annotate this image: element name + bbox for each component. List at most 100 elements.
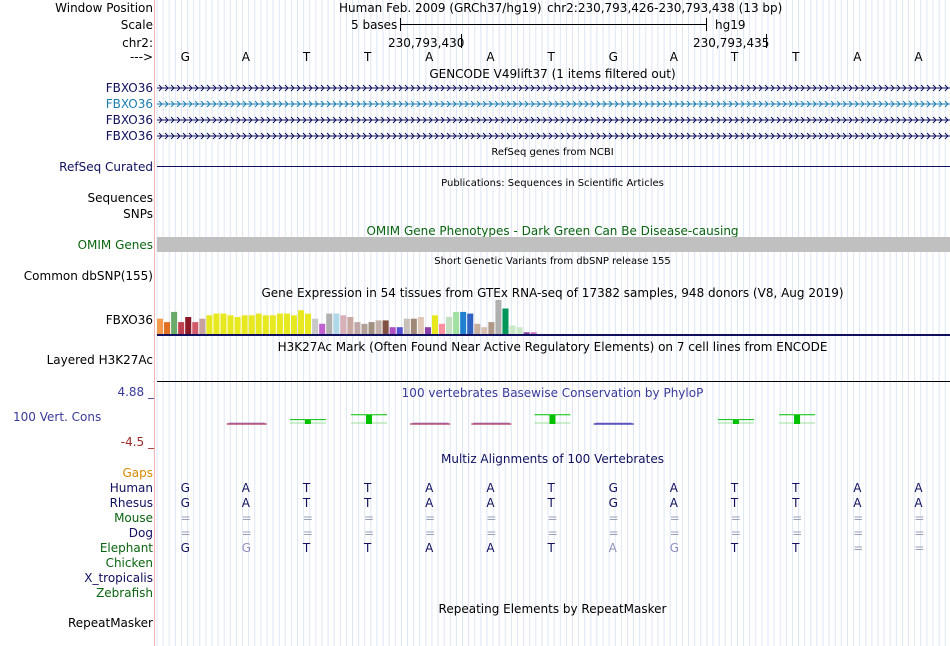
species-label[interactable]: Rhesus (109, 496, 153, 510)
species-label[interactable]: Elephant (99, 541, 153, 555)
gtex-tissue-bar[interactable] (361, 323, 368, 334)
gtex-tissue-bar[interactable] (523, 332, 530, 334)
gtex-tissue-bar[interactable] (213, 313, 220, 334)
gtex-tissue-bar[interactable] (234, 317, 241, 334)
gaps-label[interactable]: Gaps (122, 466, 153, 480)
species-label[interactable]: Human (109, 481, 153, 495)
strand-chevron (566, 100, 571, 108)
gencode-transcripts[interactable] (155, 80, 950, 144)
gtex-tissue-bar[interactable] (424, 327, 431, 334)
gtex-tissue-bar[interactable] (305, 313, 312, 334)
gtex-tissue-bar[interactable] (495, 300, 502, 334)
gtex-tissue-bar[interactable] (347, 317, 354, 334)
h3k27ac-label[interactable]: Layered H3K27Ac (46, 353, 153, 367)
conservation-score-bar[interactable] (366, 414, 373, 424)
gtex-tissue-bar[interactable] (446, 317, 453, 334)
species-label[interactable]: Dog (128, 526, 153, 540)
gtex-expression-bars[interactable] (155, 298, 555, 334)
gtex-tissue-bar[interactable] (164, 322, 171, 334)
pubs-track-title[interactable]: Publications: Sequences in Scientific Ar… (441, 178, 664, 189)
gtex-tissue-bar[interactable] (417, 317, 424, 334)
gencode-row-label[interactable]: FBXO36 (105, 81, 153, 95)
gtex-tissue-bar[interactable] (530, 332, 537, 334)
gtex-tissue-bar[interactable] (502, 308, 509, 335)
conservation-score-bar[interactable] (549, 414, 556, 424)
gtex-tissue-bar[interactable] (319, 323, 326, 334)
gtex-tissue-bar[interactable] (290, 315, 297, 334)
gtex-tissue-bar[interactable] (241, 315, 248, 334)
gtex-tissue-bar[interactable] (199, 318, 206, 334)
gencode-row-label[interactable]: FBXO36 (105, 129, 153, 143)
strand-chevron (830, 100, 835, 108)
species-label[interactable]: Chicken (105, 556, 153, 570)
conservation-track-title[interactable]: 100 vertebrates Basewise Conservation by… (401, 386, 704, 400)
gtex-tissue-bar[interactable] (340, 315, 347, 334)
refseq-gene-line[interactable] (157, 166, 950, 167)
gtex-tissue-bar[interactable] (269, 315, 276, 334)
snps-label[interactable]: SNPs (123, 207, 153, 221)
gtex-tissue-bar[interactable] (227, 315, 234, 334)
gtex-tissue-bar[interactable] (157, 318, 164, 334)
gtex-label[interactable]: FBXO36 (105, 313, 153, 327)
gtex-tissue-bar[interactable] (220, 313, 227, 334)
region-coordinates[interactable]: chr2:230,793,426-230,793,438 (13 bp) (547, 1, 783, 15)
gtex-tissue-bar[interactable] (481, 327, 488, 334)
gtex-tissue-bar[interactable] (333, 313, 340, 334)
repeatmasker-track-title[interactable]: Repeating Elements by RepeatMasker (438, 602, 667, 616)
gtex-tissue-bar[interactable] (375, 320, 382, 334)
gtex-tissue-bar[interactable] (326, 313, 333, 334)
species-label[interactable]: Mouse (114, 511, 153, 525)
gtex-tissue-bar[interactable] (298, 310, 305, 334)
gencode-row-label[interactable]: FBXO36 (105, 113, 153, 127)
gencode-row-label[interactable]: FBXO36 (105, 97, 153, 111)
gtex-tissue-bar[interactable] (396, 327, 403, 334)
gtex-tissue-bar[interactable] (467, 313, 474, 334)
omim-track-title[interactable]: OMIM Gene Phenotypes - Dark Green Can Be… (366, 224, 739, 238)
gtex-tissue-bar[interactable] (410, 318, 417, 334)
strand-chevron (188, 132, 193, 140)
gtex-tissue-bar[interactable] (192, 322, 199, 334)
refseq-label[interactable]: RefSeq Curated (59, 160, 153, 174)
gtex-tissue-bar[interactable] (516, 327, 523, 334)
gtex-tissue-bar[interactable] (382, 320, 389, 334)
dbsnp-label[interactable]: Common dbSNP(155) (23, 269, 153, 283)
gtex-tissue-bar[interactable] (206, 315, 213, 334)
multiz-track-title[interactable]: Multiz Alignments of 100 Vertebrates (440, 452, 665, 466)
omim-phenotype-bar[interactable] (157, 237, 950, 252)
gtex-tissue-bar[interactable] (354, 322, 361, 334)
gtex-tissue-bar[interactable] (171, 311, 178, 334)
conservation-score-bar[interactable] (794, 414, 801, 424)
h3k27ac-track-title[interactable]: H3K27Ac Mark (Often Found Near Active Re… (277, 340, 828, 354)
refseq-track-title[interactable]: RefSeq genes from NCBI (491, 147, 614, 158)
gtex-tissue-bar[interactable] (312, 318, 319, 334)
species-label[interactable]: X_tropicalis (84, 571, 153, 585)
gtex-tissue-bar[interactable] (248, 315, 255, 334)
conservation-label[interactable]: 100 Vert. Cons (13, 410, 102, 424)
conservation-plot[interactable] (155, 398, 950, 446)
gtex-tissue-bar[interactable] (276, 313, 283, 334)
gtex-tissue-bar[interactable] (453, 311, 460, 334)
gencode-track-title[interactable]: GENCODE V49lift37 (1 items filtered out) (429, 67, 676, 81)
sequences-label[interactable]: Sequences (87, 191, 153, 205)
conservation-score-bar[interactable] (732, 419, 739, 424)
gtex-tissue-bar[interactable] (255, 313, 262, 334)
gtex-tissue-bar[interactable] (262, 315, 269, 334)
gtex-tissue-bar[interactable] (389, 327, 396, 334)
gtex-tissue-bar[interactable] (185, 317, 192, 334)
gtex-tissue-bar[interactable] (474, 323, 481, 334)
gtex-tissue-bar[interactable] (178, 322, 185, 334)
repeatmasker-label[interactable]: RepeatMasker (67, 616, 153, 630)
gtex-tissue-bar[interactable] (488, 322, 495, 334)
gtex-tissue-bar[interactable] (403, 318, 410, 334)
dbsnp-track-title[interactable]: Short Genetic Variants from dbSNP releas… (434, 256, 671, 267)
species-label[interactable]: Zebrafish (96, 586, 153, 600)
gtex-tissue-bar[interactable] (368, 322, 375, 334)
gtex-track-title[interactable]: Gene Expression in 54 tissues from GTEx … (261, 286, 844, 300)
conservation-score-bar[interactable] (304, 419, 311, 424)
gtex-tissue-bar[interactable] (509, 325, 516, 335)
omim-label[interactable]: OMIM Genes (77, 238, 153, 252)
gtex-tissue-bar[interactable] (431, 315, 438, 334)
gtex-tissue-bar[interactable] (283, 313, 290, 334)
gtex-tissue-bar[interactable] (439, 323, 446, 334)
gtex-tissue-bar[interactable] (460, 311, 467, 334)
